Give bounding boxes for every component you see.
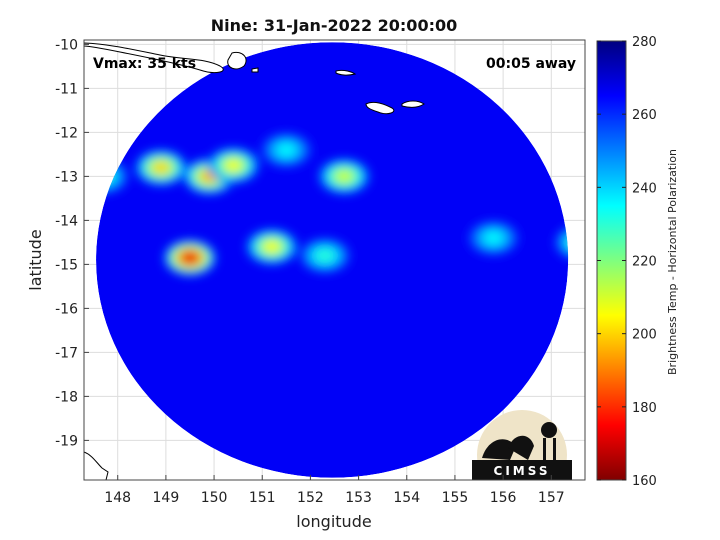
y-axis-label: latitude	[26, 229, 45, 290]
colorbar-ticks: 160 180 200 220 240 260 280	[597, 35, 657, 489]
colorbar-tick-label: 180	[632, 401, 657, 416]
feature-cell	[260, 132, 313, 168]
y-tick-label: -11	[55, 81, 78, 97]
x-axis-label: longitude	[296, 512, 371, 531]
colorbar-label: Brightness Temp - Horizontal Polarizatio…	[666, 149, 679, 375]
colorbar-tick-label: 160	[632, 474, 657, 489]
cimss-logo-text: CIMSS	[494, 464, 551, 478]
y-tick-label: -13	[55, 169, 78, 185]
chart-title: Nine: 31-Jan-2022 20:00:00	[211, 16, 457, 35]
feature-cell	[318, 158, 371, 195]
x-tick-label: 152	[297, 490, 324, 506]
y-tick-label: -10	[55, 37, 78, 53]
colorbar-tick-label: 220	[632, 255, 657, 270]
y-axis-ticks: -10 -11 -12 -13 -14 -15 -16 -17 -18 -19	[55, 37, 89, 449]
time-away-annotation: 00:05 away	[486, 56, 576, 72]
x-tick-label: 150	[201, 490, 228, 506]
colorbar-tick-label: 240	[632, 181, 657, 196]
colorbar	[596, 40, 627, 481]
plot-border	[83, 39, 586, 481]
colorbar-tick-label: 260	[632, 108, 657, 123]
x-axis-ticks: 148 149 150 151 152 153 154 155 156 157	[104, 475, 565, 506]
x-tick-label: 156	[490, 490, 517, 506]
feature-cell	[163, 239, 216, 276]
cimss-logo: CIMSS	[472, 410, 572, 480]
x-tick-label: 151	[249, 490, 276, 506]
colorbar-tick-label: 280	[632, 35, 657, 50]
y-tick-label: -19	[55, 433, 78, 449]
vmax-annotation: Vmax: 35 kts	[93, 56, 196, 72]
feature-cell	[135, 149, 188, 186]
convective-features	[96, 132, 569, 276]
x-tick-label: 155	[442, 490, 469, 506]
x-tick-label: 154	[393, 490, 420, 506]
feature-cell	[245, 228, 298, 265]
colorbar-tick-label: 200	[632, 328, 657, 343]
y-tick-label: -17	[55, 345, 78, 361]
y-tick-label: -12	[55, 125, 78, 141]
x-tick-label: 153	[345, 490, 372, 506]
feature-cell	[467, 220, 520, 256]
y-tick-label: -18	[55, 389, 78, 405]
x-tick-label: 157	[538, 490, 565, 506]
x-tick-label: 148	[104, 490, 131, 506]
y-tick-label: -16	[55, 301, 78, 317]
feature-cell	[298, 237, 351, 274]
y-tick-label: -15	[55, 257, 78, 273]
coastline	[84, 42, 425, 480]
x-tick-label: 149	[153, 490, 180, 506]
feature-cell	[207, 147, 260, 184]
y-tick-label: -14	[55, 213, 78, 229]
